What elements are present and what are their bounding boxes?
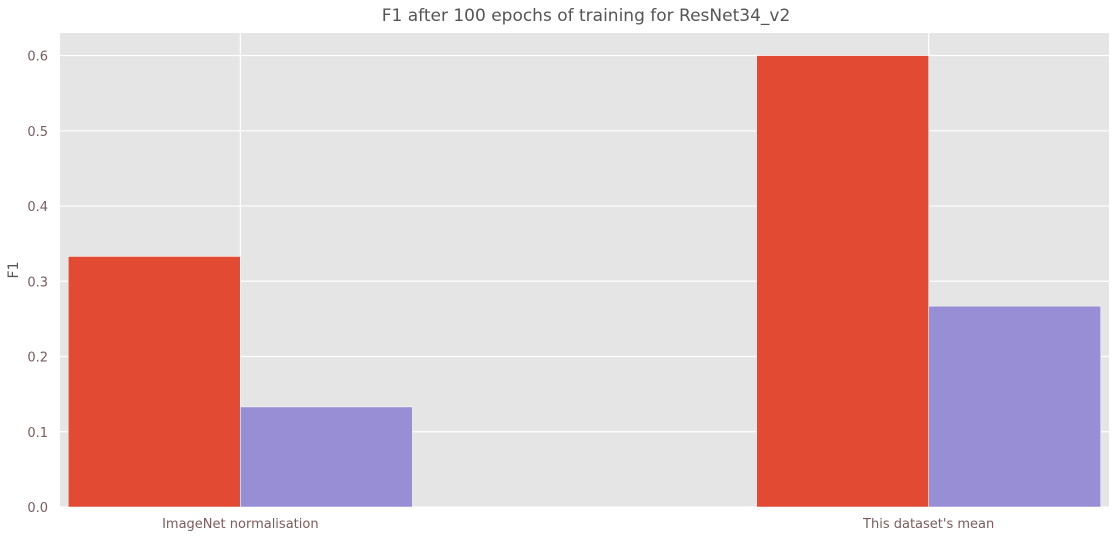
x-axis-ticks: ImageNet normalisation This dataset's mea… — [162, 517, 994, 532]
x-tick-label: This dataset's mean — [862, 517, 994, 532]
y-tick-label: 0.4 — [27, 200, 48, 215]
y-tick-label: 0.5 — [27, 125, 48, 140]
bar — [240, 406, 413, 508]
y-tick-label: 0.2 — [27, 351, 48, 366]
y-axis-label: F1 — [6, 262, 22, 279]
x-tick-label: ImageNet normalisation — [162, 517, 318, 532]
bar — [928, 305, 1101, 508]
y-axis-ticks: 0.0 0.1 0.2 0.3 0.4 0.5 0.6 — [27, 50, 48, 516]
y-tick-label: 0.3 — [27, 275, 48, 290]
y-tick-label: 0.6 — [27, 50, 48, 65]
bar — [756, 55, 929, 508]
y-tick-label: 0.1 — [27, 426, 48, 441]
y-tick-label: 0.0 — [27, 501, 48, 516]
bar — [68, 256, 241, 508]
chart-title: F1 after 100 epochs of training for ResN… — [382, 6, 791, 26]
bars — [68, 55, 1101, 508]
